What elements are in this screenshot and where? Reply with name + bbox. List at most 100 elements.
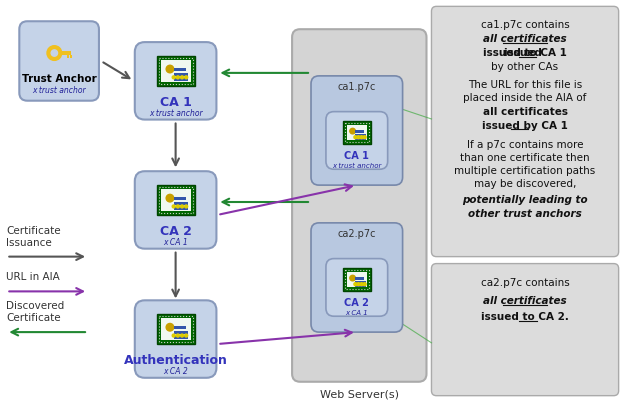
FancyBboxPatch shape: [173, 73, 188, 76]
Text: ca1.p7c: ca1.p7c: [338, 82, 376, 92]
FancyBboxPatch shape: [157, 314, 195, 344]
Circle shape: [357, 283, 360, 286]
FancyBboxPatch shape: [173, 207, 188, 210]
FancyBboxPatch shape: [356, 277, 364, 279]
Circle shape: [354, 136, 357, 139]
FancyBboxPatch shape: [135, 42, 217, 119]
Text: CA 2: CA 2: [344, 298, 369, 308]
Text: by other CAs: by other CAs: [492, 62, 558, 72]
Text: placed inside the AIA of: placed inside the AIA of: [464, 93, 587, 103]
Circle shape: [360, 136, 363, 139]
Text: ca2.p7c contains: ca2.p7c contains: [480, 279, 570, 288]
FancyBboxPatch shape: [356, 137, 366, 140]
FancyBboxPatch shape: [160, 60, 190, 82]
Text: other trust anchors: other trust anchors: [468, 209, 582, 219]
Text: issued to CA 2.: issued to CA 2.: [481, 312, 569, 322]
Circle shape: [350, 275, 356, 281]
Text: Certificate
Issuance: Certificate Issuance: [6, 226, 61, 247]
Text: Trust Anchor: Trust Anchor: [22, 74, 97, 84]
Circle shape: [47, 46, 61, 60]
Circle shape: [166, 194, 173, 202]
FancyBboxPatch shape: [173, 68, 186, 70]
Text: than one certificate then: than one certificate then: [461, 153, 590, 163]
Circle shape: [180, 334, 183, 337]
FancyBboxPatch shape: [57, 51, 71, 55]
Circle shape: [51, 50, 57, 56]
FancyBboxPatch shape: [343, 269, 371, 291]
Text: all certificates: all certificates: [483, 34, 567, 44]
Text: all certificates: all certificates: [483, 296, 567, 306]
Text: CA 1: CA 1: [160, 96, 192, 109]
Text: If a p7c contains more: If a p7c contains more: [467, 141, 583, 150]
Circle shape: [177, 334, 179, 337]
FancyBboxPatch shape: [135, 171, 217, 249]
Circle shape: [166, 324, 173, 331]
FancyBboxPatch shape: [173, 326, 186, 329]
FancyBboxPatch shape: [356, 284, 366, 287]
FancyBboxPatch shape: [356, 130, 364, 132]
Text: ca2.p7c: ca2.p7c: [338, 229, 376, 239]
Text: ca1.p7c contains: ca1.p7c contains: [480, 20, 570, 30]
Text: potentially leading to: potentially leading to: [462, 195, 588, 205]
Text: URL in AIA: URL in AIA: [6, 273, 60, 282]
Circle shape: [350, 128, 356, 134]
FancyBboxPatch shape: [431, 264, 618, 396]
FancyBboxPatch shape: [173, 202, 188, 205]
Circle shape: [354, 283, 357, 286]
Text: x trust anchor: x trust anchor: [32, 86, 86, 95]
FancyBboxPatch shape: [347, 125, 367, 140]
Text: x trust anchor: x trust anchor: [149, 109, 202, 118]
Text: multiple certification paths: multiple certification paths: [454, 166, 596, 176]
Text: CA 2: CA 2: [160, 225, 192, 238]
Circle shape: [180, 205, 183, 208]
Circle shape: [177, 205, 179, 208]
Text: x trust anchor: x trust anchor: [332, 163, 381, 169]
Text: issued to CA 1: issued to CA 1: [483, 48, 567, 58]
Text: x CA 2: x CA 2: [163, 367, 188, 376]
FancyBboxPatch shape: [356, 281, 366, 284]
FancyBboxPatch shape: [157, 185, 195, 215]
Text: issued by CA 1: issued by CA 1: [482, 121, 568, 130]
FancyBboxPatch shape: [173, 197, 186, 200]
FancyBboxPatch shape: [292, 29, 426, 382]
Circle shape: [172, 76, 175, 79]
Text: Web Server(s): Web Server(s): [319, 390, 399, 400]
Text: x CA 1: x CA 1: [163, 238, 188, 247]
Text: Discovered
Certificate: Discovered Certificate: [6, 301, 65, 323]
FancyBboxPatch shape: [311, 223, 402, 332]
Text: The URL for this file is: The URL for this file is: [468, 80, 582, 90]
FancyBboxPatch shape: [160, 189, 190, 211]
Circle shape: [185, 76, 188, 79]
FancyBboxPatch shape: [67, 55, 69, 58]
FancyBboxPatch shape: [431, 6, 618, 257]
Text: Authentication: Authentication: [124, 354, 228, 367]
Circle shape: [185, 334, 188, 337]
FancyBboxPatch shape: [347, 272, 367, 287]
FancyBboxPatch shape: [173, 78, 188, 81]
Circle shape: [357, 136, 360, 139]
Text: x CA 1: x CA 1: [346, 310, 368, 316]
FancyBboxPatch shape: [70, 55, 72, 58]
FancyBboxPatch shape: [160, 318, 190, 340]
Text: all certificates: all certificates: [482, 107, 568, 117]
FancyBboxPatch shape: [19, 21, 99, 101]
FancyBboxPatch shape: [343, 122, 371, 144]
FancyBboxPatch shape: [135, 301, 217, 378]
Circle shape: [172, 205, 175, 208]
Text: may be discovered,: may be discovered,: [474, 179, 576, 189]
Circle shape: [360, 283, 363, 286]
FancyBboxPatch shape: [311, 76, 402, 185]
FancyBboxPatch shape: [173, 331, 188, 335]
Circle shape: [177, 76, 179, 79]
Circle shape: [185, 205, 188, 208]
Circle shape: [363, 283, 366, 286]
FancyBboxPatch shape: [173, 336, 188, 339]
Text: issued: issued: [504, 48, 546, 58]
Circle shape: [363, 136, 366, 139]
Circle shape: [180, 76, 183, 79]
FancyBboxPatch shape: [356, 134, 366, 137]
Circle shape: [166, 65, 173, 73]
FancyBboxPatch shape: [326, 112, 388, 169]
FancyBboxPatch shape: [157, 56, 195, 86]
Text: CA 1: CA 1: [344, 151, 369, 161]
